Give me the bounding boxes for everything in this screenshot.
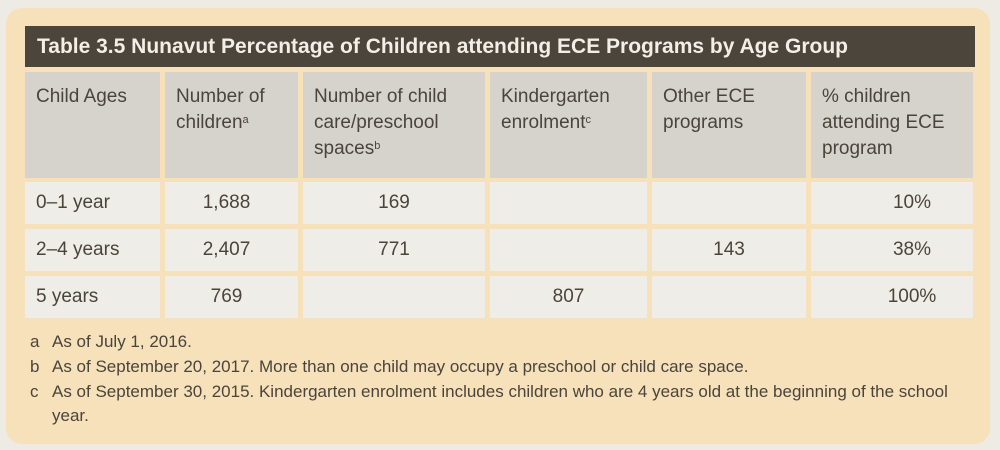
- column-header: Number of childrena: [165, 72, 298, 178]
- row-label: 2–4 years: [25, 229, 160, 271]
- footnote-key: b: [30, 357, 40, 376]
- table-cell: [490, 182, 647, 224]
- row-label: 0–1 year: [25, 182, 160, 224]
- table-cell: 100%: [811, 276, 973, 318]
- table-cell: 769: [165, 276, 298, 318]
- column-header: Number of child care/preschool spacesb: [303, 72, 485, 178]
- footnote-marker: a: [242, 114, 249, 126]
- table-cell: [490, 229, 647, 271]
- footnote-marker: b: [374, 140, 381, 152]
- column-header-label: Child Ages: [36, 86, 127, 107]
- table-title: Table 3.5 Nunavut Percentage of Children…: [25, 26, 975, 67]
- table-cell: 1,688: [165, 182, 298, 224]
- column-header: % children attending ECE program: [811, 72, 973, 178]
- table-cell: [303, 276, 485, 318]
- footnote-key: c: [30, 382, 39, 401]
- table-cell: 143: [652, 229, 806, 271]
- footnote-text: As of September 20, 2017. More than one …: [52, 357, 749, 376]
- column-header-label: Kindergarten enrolment: [501, 86, 610, 133]
- column-header-label: Number of children: [176, 86, 265, 133]
- table-cell: 807: [490, 276, 647, 318]
- column-header: Child Ages: [25, 72, 160, 178]
- footnote: b As of September 20, 2017. More than one…: [30, 355, 980, 379]
- footnote: c As of September 30, 2015. Kindergarten …: [30, 380, 980, 428]
- table-cell: 2,407: [165, 229, 298, 271]
- footnote-text: As of July 1, 2016.: [52, 332, 192, 351]
- table-cell: 10%: [811, 182, 973, 224]
- table-cell: 771: [303, 229, 485, 271]
- column-header-label: Number of child care/preschool spaces: [314, 86, 448, 159]
- column-header-label: Other ECE programs: [663, 86, 755, 133]
- table-cell: 169: [303, 182, 485, 224]
- footnote-key: a: [30, 332, 40, 351]
- table-cell: [652, 276, 806, 318]
- footnote-text: As of September 30, 2015. Kindergarten e…: [52, 382, 948, 425]
- table-cell: [652, 182, 806, 224]
- footnote-marker: c: [585, 114, 592, 126]
- row-label: 5 years: [25, 276, 160, 318]
- column-header: Other ECE programs: [652, 72, 806, 178]
- column-header-label: % children attending ECE program: [822, 86, 945, 159]
- column-header: Kindergarten enrolmentc: [490, 72, 647, 178]
- footnote: a As of July 1, 2016.: [30, 330, 980, 354]
- table-cell: 38%: [811, 229, 973, 271]
